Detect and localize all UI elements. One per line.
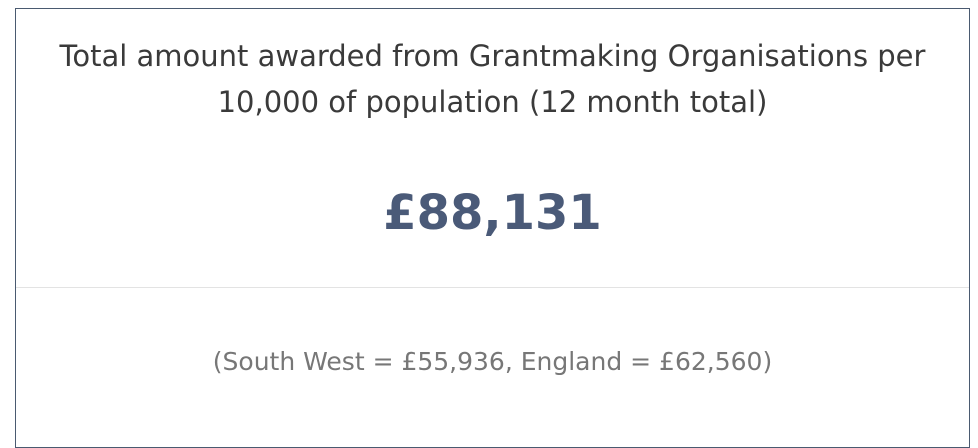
card-header: Total amount awarded from Grantmaking Or… (16, 9, 969, 288)
stat-value: £88,131 (383, 185, 602, 241)
card-title: Total amount awarded from Grantmaking Or… (59, 39, 926, 119)
page: {"card": {"title": "Total amount awarded… (15, 8, 970, 448)
stat-card: Total amount awarded from Grantmaking Or… (15, 8, 970, 448)
comparison-note: (South West = £55,936, England = £62,560… (212, 347, 773, 376)
